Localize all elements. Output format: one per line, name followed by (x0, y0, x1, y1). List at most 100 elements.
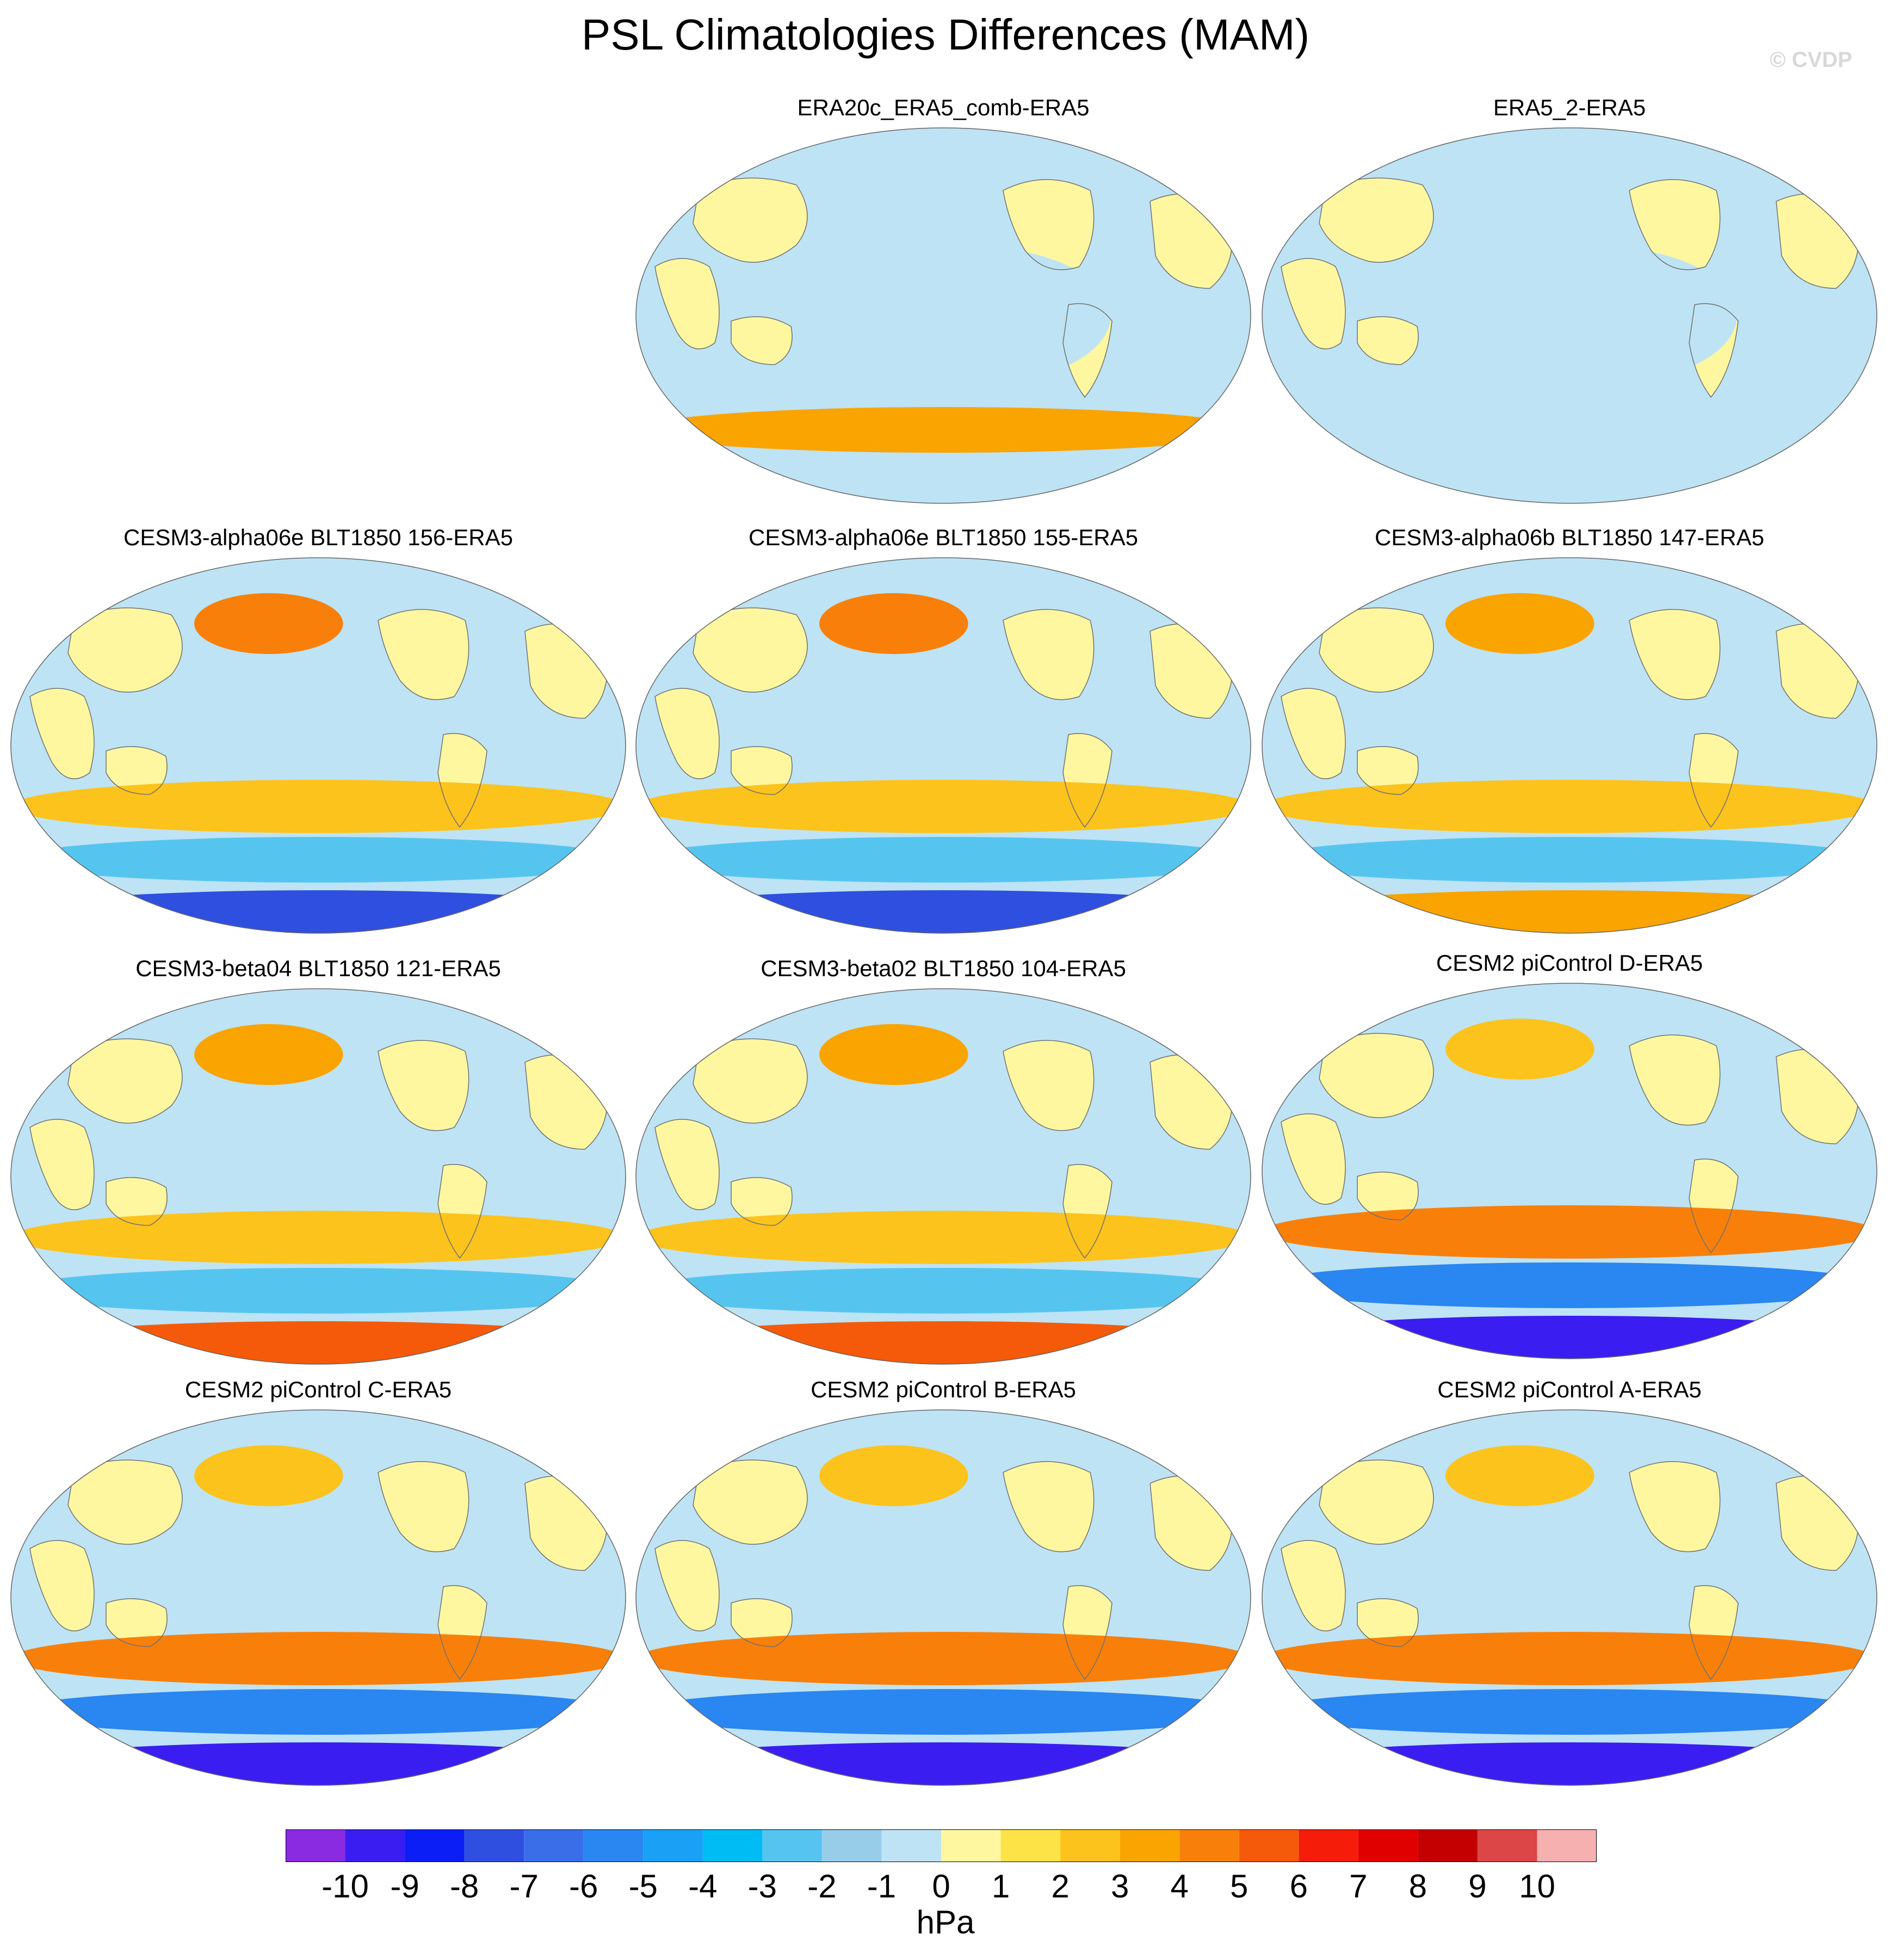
map-border (1262, 1409, 1877, 1786)
colorbar-tick-label: 6 (1289, 1868, 1308, 1904)
colorbar-bin (1418, 1829, 1478, 1862)
colorbar-tick-label: 5 (1230, 1868, 1249, 1904)
map-5 (10, 988, 626, 1365)
map-2 (10, 557, 626, 934)
region-subtropical-south (1262, 1205, 1877, 1259)
map-panel: CESM2 piControl B-ERA5 (633, 1375, 1253, 1804)
colorbar-tick-label: -8 (449, 1868, 479, 1904)
region-north-pacific (194, 1445, 343, 1506)
map-border (635, 988, 1251, 1365)
region-southern-ocean (636, 1268, 1251, 1314)
region-southern-ocean (1262, 407, 1877, 453)
coastline (1319, 1033, 1434, 1118)
land-mass (731, 1599, 792, 1647)
land-mass (1281, 688, 1345, 779)
region-subtropical-south (1262, 1632, 1877, 1685)
coastline (1062, 1164, 1113, 1259)
map-border (1262, 127, 1877, 504)
colorbar-tick-label: -1 (867, 1868, 897, 1904)
map-panel: ERA5_2-ERA5 (1259, 93, 1880, 522)
region-southern-ocean (11, 1689, 626, 1735)
region-antarctica (11, 1321, 626, 1364)
colorbar-tick-label: -3 (747, 1868, 777, 1904)
region-southern-ocean (636, 837, 1251, 883)
colorbar-bin (286, 1829, 345, 1862)
colorbar-bin (1060, 1829, 1120, 1862)
coastline (1689, 1158, 1739, 1254)
region-tropical-pacific (1464, 247, 1737, 384)
coastline (1319, 607, 1434, 693)
map-6 (635, 988, 1251, 1365)
colorbar-bin (345, 1829, 405, 1862)
land-mass (1319, 1033, 1433, 1118)
coastline (1062, 1585, 1113, 1680)
coastline (693, 607, 808, 693)
colorbar-bin (464, 1829, 524, 1862)
region-southern-ocean (1262, 837, 1877, 883)
colorbar-bin (1239, 1829, 1299, 1862)
coastline (29, 1540, 95, 1631)
map-panel: ERA20c_ERA5_comb-ERA5 (633, 93, 1253, 522)
colorbar-bin (762, 1829, 822, 1862)
land-mass (1319, 178, 1433, 262)
land-mass (378, 1462, 469, 1552)
land-mass (1003, 1040, 1094, 1131)
land-mass (1281, 258, 1345, 349)
coastline (1689, 733, 1739, 828)
region-north-pacific (1445, 593, 1595, 654)
region-tropical-pacific (838, 247, 1111, 384)
land-mass (1357, 1172, 1418, 1220)
colorbar-bin (941, 1829, 1001, 1862)
colorbar-bin (524, 1829, 584, 1862)
map-9 (635, 1409, 1251, 1786)
panel-title: CESM3-beta02 BLT1850 104-ERA5 (761, 956, 1126, 981)
coastline (67, 1038, 183, 1124)
colorbar-tick-label: -5 (628, 1868, 658, 1904)
map-border (635, 1409, 1251, 1786)
coastline (654, 1119, 720, 1210)
map-8 (10, 1409, 626, 1786)
colorbar-tick-label: 4 (1170, 1868, 1189, 1904)
coastline (1062, 733, 1113, 828)
land-mass (731, 1178, 792, 1225)
coastline (731, 746, 793, 795)
land-mass (693, 1039, 807, 1123)
map-panel: CESM3-alpha06e BLT1850 156-ERA5 (8, 522, 628, 952)
coastline (1629, 1034, 1721, 1126)
map-panel: CESM2 piControl D-ERA5 (1259, 948, 1880, 1378)
coastline (693, 1038, 808, 1124)
panel-title: CESM2 piControl B-ERA5 (811, 1377, 1076, 1402)
colorbar-bin (643, 1829, 703, 1862)
map-1 (1262, 127, 1877, 504)
region-southern-ocean (636, 1689, 1251, 1735)
land-mass (1357, 317, 1418, 365)
land-mass (731, 747, 792, 794)
land-mass (1281, 1114, 1345, 1205)
coastline (29, 1119, 95, 1210)
region-southern-ocean (636, 407, 1251, 453)
colorbar-tick-label: 7 (1349, 1868, 1368, 1904)
coastline (378, 1461, 469, 1552)
land-mass (655, 1540, 719, 1631)
map-4 (1262, 557, 1877, 934)
region-north-pacific (1445, 1019, 1595, 1080)
region-north-pacific (1445, 1445, 1595, 1506)
coastline (1003, 1040, 1095, 1131)
colorbar-bin (1179, 1829, 1239, 1862)
land-mass (1357, 747, 1418, 794)
land-mass (106, 747, 167, 794)
coastline (693, 177, 808, 263)
colorbar-tick-label: 9 (1468, 1868, 1487, 1904)
panel-title: CESM2 piControl A-ERA5 (1437, 1377, 1702, 1402)
region-antarctica (1262, 1316, 1877, 1359)
map-panel: CESM3-alpha06b BLT1850 147-ERA5 (1259, 522, 1880, 952)
panel-title: CESM3-alpha06b BLT1850 147-ERA5 (1375, 525, 1764, 550)
colorbar-tick-label: 1 (991, 1868, 1010, 1904)
coastline (731, 1598, 793, 1647)
land-mass (1003, 609, 1094, 700)
region-north-pacific (819, 593, 968, 654)
colorbar-tick-label: 2 (1051, 1868, 1070, 1904)
coastline (1281, 1113, 1346, 1205)
colorbar-bin (1358, 1829, 1418, 1862)
colorbar-tick-label: -7 (509, 1868, 539, 1904)
